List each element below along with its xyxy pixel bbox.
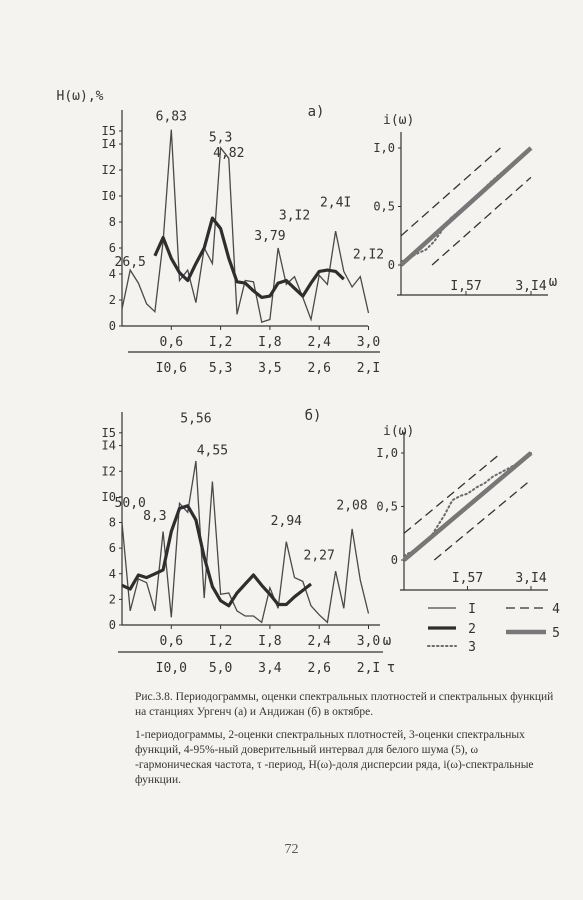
b-spectral-function-series-confidence-lower: [433, 479, 532, 561]
a-spectral-function-series-confidence-lower: [431, 176, 532, 266]
b-periodogram-y-tick-label: I4: [102, 439, 116, 453]
b-periodogram-series-periodogram: [121, 460, 370, 624]
a-periodogram-omega-tick-label: I,2: [209, 335, 232, 350]
caption-title: Рис.3.8. Периодограммы, оценки спектраль…: [135, 690, 555, 720]
b-periodogram-period-tick-label: 2,6: [307, 661, 330, 676]
a-periodogram-peak-annotation: 3,79: [254, 229, 285, 244]
a-periodogram-peak-annotation: 26,5: [115, 255, 146, 270]
a-periodogram-peak-annotation: 3,I2: [279, 208, 310, 223]
b-periodogram-y-tick-label: 4: [109, 567, 116, 581]
a-spectral-function-y-tick-label: I,0: [373, 141, 395, 155]
a-spectral-function-y-tick-label: 0,5: [373, 200, 395, 214]
a-periodogram-omega-tick-label: 2,4: [307, 335, 331, 350]
b-periodogram-omega-tick-label: 0,6: [160, 634, 183, 649]
a-periodogram-peak-annotation: 5,3: [209, 130, 232, 145]
b-periodogram-period-tick-label: I0,0: [156, 661, 187, 676]
a-spectral-function-omega-symbol: ω: [549, 274, 557, 290]
b-periodogram-y-tick-label: I5: [102, 426, 116, 440]
axes-layer: [118, 110, 548, 653]
a-periodogram-y-tick-label: 2: [109, 293, 116, 307]
b-periodogram-omega-tick-label: 2,4: [307, 634, 331, 649]
a-periodogram-omega-tick-label: 3,0: [357, 335, 380, 350]
a-periodogram-period-tick-label: 2,6: [307, 361, 330, 376]
b-periodogram-y-tick-label: I0: [102, 490, 116, 504]
a-periodogram-y-tick-label: 0: [109, 319, 116, 333]
b-spectral-function-y-tick-label: I,0: [376, 446, 398, 460]
legend-number: 2: [468, 622, 476, 637]
figure-caption: Рис.3.8. Периодограммы, оценки спектраль…: [135, 690, 555, 788]
a-periodogram-y-tick-label: I5: [102, 124, 116, 138]
b-periodogram-series-spectral-density: [121, 504, 312, 608]
a-spectral-function-series-white-noise: [399, 146, 533, 267]
legend-number: 5: [552, 626, 560, 641]
a-periodogram-y-tick-label: I2: [102, 163, 116, 177]
a-periodogram-y-tick-label: 6: [109, 241, 116, 255]
b-spectral-function-y-axis-label: i(ω): [383, 424, 414, 439]
a-periodogram-y-tick-label: I4: [102, 137, 116, 151]
b-periodogram-panel-label: б): [305, 408, 322, 424]
b-periodogram-y-tick-label: 6: [109, 541, 116, 555]
legend-number: 4: [552, 602, 560, 617]
a-periodogram-period-tick-label: I0,6: [156, 361, 187, 376]
b-periodogram-peak-annotation: 2,94: [271, 514, 302, 529]
a-spectral-function-series-confidence-upper: [400, 147, 501, 237]
b-periodogram-omega-tick-label: 3,0: [357, 634, 380, 649]
b-periodogram-y-tick-label: 2: [109, 592, 116, 606]
a-periodogram-peak-annotation: 2,I2: [353, 247, 384, 262]
b-periodogram-y-tick-label: 0: [109, 618, 116, 632]
b-periodogram-omega-tick-label: I,8: [258, 634, 281, 649]
b-periodogram-omega-tick-label: I,2: [209, 634, 232, 649]
b-periodogram-peak-annotation: 2,27: [304, 549, 335, 564]
a-spectral-function-x-tick-label: I,57: [450, 279, 481, 294]
a-periodogram-omega-tick-label: I,8: [258, 335, 281, 350]
a-spectral-function-y-axis-label: i(ω): [383, 113, 414, 128]
a-periodogram-y-tick-label: I0: [102, 189, 116, 203]
a-periodogram-series-periodogram: [121, 129, 370, 323]
b-spectral-function-y-tick-label: 0: [391, 553, 398, 567]
page-number: 72: [284, 842, 299, 857]
b-spectral-function-series-white-noise: [402, 451, 533, 562]
a-periodogram-panel-label: а): [308, 104, 325, 120]
a-spectral-function-x-tick-label: 3,I4: [515, 279, 546, 294]
b-periodogram-period-symbol: τ: [387, 660, 395, 676]
b-spectral-function-x-tick-label: 3,I4: [515, 571, 546, 586]
b-periodogram-peak-annotation: 8,3: [143, 509, 166, 524]
a-periodogram-period-tick-label: 5,3: [209, 361, 232, 376]
a-periodogram-peak-annotation: 6,83: [156, 110, 187, 125]
a-periodogram-period-tick-label: 2,I: [357, 361, 380, 376]
b-periodogram-peak-annotation: 2,08: [336, 499, 367, 514]
b-spectral-function-series-confidence-upper: [403, 452, 502, 534]
b-periodogram-peak-annotation: 5,56: [180, 412, 211, 427]
a-periodogram-y-tick-label: 8: [109, 215, 116, 229]
a-periodogram-peak-annotation: 2,4I: [320, 195, 351, 210]
b-periodogram-period-tick-label: 3,4: [258, 661, 282, 676]
caption-title-text: Периодограммы, оценки спектральных плотн…: [135, 691, 554, 718]
a-periodogram-period-tick-label: 3,5: [258, 361, 281, 376]
b-periodogram-period-tick-label: 2,I: [357, 661, 380, 676]
b-periodogram-peak-annotation: 4,55: [197, 444, 228, 459]
b-periodogram-omega-symbol: ω: [383, 633, 391, 649]
a-periodogram-y-axis-label: H(ω),%: [57, 89, 104, 104]
b-periodogram-period-tick-label: 5,0: [209, 661, 232, 676]
a-periodogram-series-spectral-density: [153, 216, 345, 299]
b-periodogram-peak-annotation: 50,0: [115, 496, 146, 511]
legend-number: 3: [468, 640, 476, 655]
a-periodogram-omega-tick-label: 0,6: [160, 335, 183, 350]
b-spectral-function-x-tick-label: I,57: [452, 571, 483, 586]
caption-figure-number: Рис.3.8.: [135, 691, 173, 703]
series-layer: [121, 129, 546, 647]
b-periodogram-y-tick-label: 8: [109, 516, 116, 530]
a-spectral-function-y-tick-label: 0: [388, 258, 395, 272]
b-spectral-function-y-tick-label: 0,5: [376, 500, 398, 514]
b-periodogram-y-tick-label: I2: [102, 464, 116, 478]
caption-legend-text: 1-периодограммы, 2-оценки спектральных п…: [135, 729, 534, 786]
legend-number: I: [468, 602, 476, 617]
a-periodogram-y-tick-label: 4: [109, 267, 116, 281]
a-periodogram-peak-annotation: 4,82: [213, 146, 244, 161]
